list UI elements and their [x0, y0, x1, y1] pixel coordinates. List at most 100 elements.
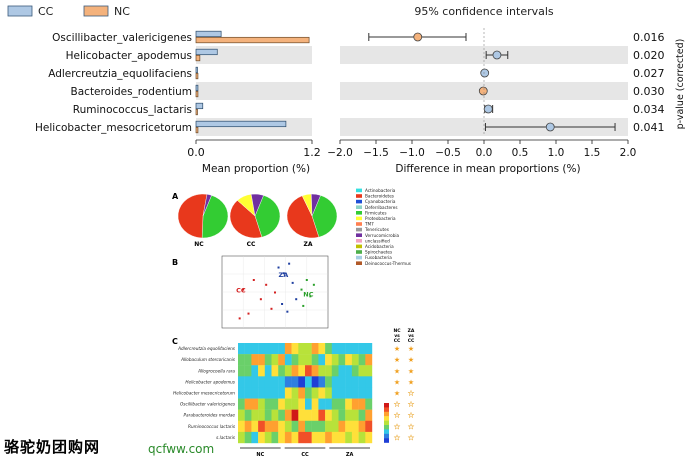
heatmap-cell [258, 431, 265, 444]
heatmap-cell [238, 365, 245, 377]
significance-star: ★ [394, 345, 400, 353]
legend-label-nc: NC [114, 5, 130, 18]
heatmap-cell [258, 409, 265, 421]
x-tick-label: 1.2 [303, 146, 321, 159]
y-axis-label: p-value (corrected) [675, 39, 686, 130]
heatmap-cell [251, 398, 259, 410]
heatmap-cell [251, 343, 259, 355]
heatmap-cell [338, 343, 346, 355]
heatmap-cell [305, 343, 312, 355]
pcoa-point-cc [252, 279, 255, 281]
heatmap-cell [338, 365, 346, 377]
pie-legend-swatch [356, 250, 362, 254]
heatmap-cell [311, 420, 319, 433]
row-band [196, 46, 312, 64]
heatmap-cell [305, 387, 312, 399]
p-value-label: 0.020 [633, 49, 665, 62]
heatmap-cell [238, 420, 245, 433]
x-axis-label: Mean proportion (%) [202, 163, 310, 175]
pcoa-point-za [281, 303, 284, 305]
pie-legend-swatch [356, 211, 362, 215]
heatmap-cell [318, 420, 326, 433]
pcoa-point-za [277, 266, 280, 269]
heatmap-cell [291, 376, 299, 388]
pcoa-point-za [282, 272, 285, 275]
heatmap-cell [278, 431, 286, 444]
pcoa-group-label: NC [303, 290, 313, 298]
pie-cc: CC [229, 193, 281, 248]
pie-legend-swatch [356, 205, 362, 209]
bar-cc [195, 30, 222, 38]
bar-nc [195, 72, 199, 80]
heatmap-cell [305, 354, 312, 366]
heatmap-cell [258, 398, 265, 410]
heatmap-cell [365, 431, 373, 444]
heatmap-cell [358, 376, 366, 388]
x-tick-label: −1.0 [399, 147, 425, 159]
pie-legend-label: Bacteroidetes [365, 194, 394, 199]
heatmap-cell [284, 354, 292, 366]
pcoa-point-cc [270, 307, 273, 310]
heatmap-cell [271, 398, 279, 410]
heatmap-cell [365, 365, 373, 377]
heatmap-cell [351, 354, 359, 366]
heatmap-cell [291, 387, 299, 399]
heatmap-cell [345, 343, 353, 355]
heatmap-cell [331, 420, 339, 433]
bar-nc [195, 54, 201, 62]
heatmap-cell [318, 354, 326, 366]
heatmap-cell [345, 354, 353, 366]
heatmap-cell [298, 387, 306, 399]
pie-label: NC [194, 241, 204, 248]
heatmap-cell [264, 409, 272, 421]
category-label: Helicobacter_mesocricetorum [35, 122, 192, 134]
pcoa-point-nc [312, 283, 315, 286]
x-tick-label: 1.0 [548, 147, 565, 159]
heatmap-cell [238, 354, 245, 366]
legend: CC NC [7, 5, 130, 18]
heatmap-cell [351, 343, 359, 355]
compare-header: NC [393, 328, 401, 334]
heatmap-row-label: s.lactaris [216, 435, 236, 440]
panel-c-label: C [172, 337, 178, 346]
heatmap-cell [358, 431, 366, 444]
pcoa-point-za [291, 281, 294, 284]
heatmap-cell [331, 387, 339, 399]
pie-label: ZA [304, 241, 313, 248]
heatmap-cell [251, 376, 259, 388]
heatmap-cell [264, 431, 272, 444]
bar-nc [195, 126, 199, 134]
heatmap-cell [318, 387, 326, 399]
pie-legend-label: Fusobacteria [365, 255, 392, 260]
heatmap-cell [351, 431, 359, 444]
pcoa-point-cc [247, 312, 250, 315]
pie-legend-swatch [356, 194, 362, 198]
pie-legend-label: Cyanobacteria [365, 199, 396, 204]
bar-cc [195, 48, 218, 56]
heatmap-scale-cell [384, 429, 389, 434]
heatmap-scale-cell [384, 411, 389, 417]
significance-star: ★ [394, 434, 400, 442]
heatmap-cell [331, 431, 339, 444]
pie-label: CC [247, 241, 256, 248]
significance-star: ★ [408, 345, 414, 353]
heatmap-cell [311, 431, 319, 444]
heatmap-cell [305, 365, 312, 377]
heatmap-cell [264, 354, 272, 366]
heatmap-cell [278, 354, 286, 366]
heatmap-cell [251, 365, 259, 377]
heatmap-group-label: CC [301, 452, 309, 458]
legend-swatch-nc [83, 5, 109, 17]
heatmap-cell [351, 420, 359, 433]
legend-swatch-cc [7, 5, 33, 17]
bar-cc [195, 66, 198, 74]
heatmap-group-label: NC [256, 452, 264, 458]
row-band [340, 118, 628, 136]
heatmap-cell [325, 376, 332, 388]
heatmap-cell [291, 365, 299, 377]
bar-nc [195, 90, 199, 98]
heatmap-row-label: Helicobacter apodemus [185, 379, 235, 384]
heatmap-cell [318, 365, 326, 377]
pie-legend-label: Acidobacteria [365, 244, 394, 249]
pie-slice [229, 200, 263, 239]
